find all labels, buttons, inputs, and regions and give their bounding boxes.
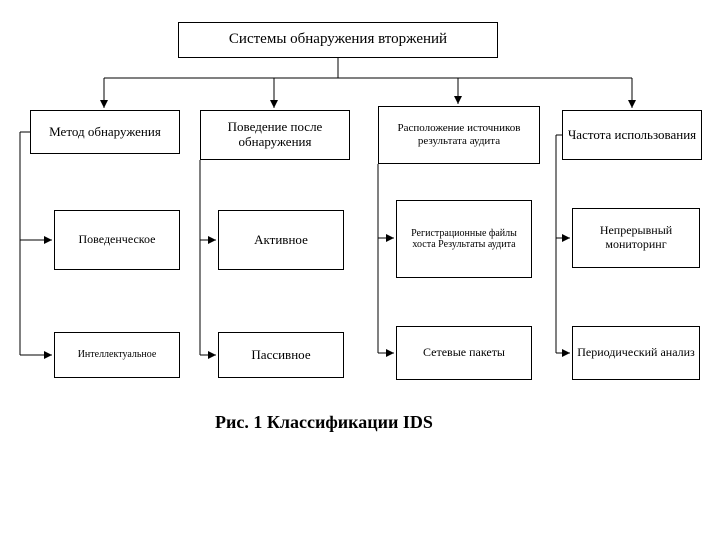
node-c3a: Регистрационные файлы хоста Результаты а… — [396, 200, 532, 278]
node-c4b: Периодический анализ — [572, 326, 700, 380]
label-c1b: Интеллектуальное — [78, 349, 157, 361]
node-c2b: Пассивное — [218, 332, 344, 378]
label-root: Системы обнаружения вторжений — [229, 31, 447, 48]
label-c4a: Непрерывный мониторинг — [577, 224, 695, 252]
node-cat4: Частота использования — [562, 110, 702, 160]
label-cat4: Частота использования — [568, 128, 696, 143]
label-cat1: Метод обнаружения — [49, 125, 161, 140]
label-c4b: Периодический анализ — [577, 346, 695, 360]
label-c2a: Активное — [254, 233, 308, 248]
node-cat3: Расположение источников результата аудит… — [378, 106, 540, 164]
label-c3a: Регистрационные файлы хоста Результаты а… — [401, 228, 527, 251]
caption-text: Рис. 1 Классификации IDS — [215, 412, 433, 432]
label-cat3: Расположение источников результата аудит… — [383, 122, 535, 147]
node-c1a: Поведенческое — [54, 210, 180, 270]
node-cat1: Метод обнаружения — [30, 110, 180, 154]
label-c3b: Сетевые пакеты — [423, 346, 505, 360]
figure-caption: Рис. 1 Классификации IDS — [215, 412, 433, 433]
node-cat2: Поведение после обнаружения — [200, 110, 350, 160]
label-c2b: Пассивное — [251, 348, 310, 363]
connectors — [0, 0, 720, 540]
label-c1a: Поведенческое — [79, 233, 156, 247]
node-c4a: Непрерывный мониторинг — [572, 208, 700, 268]
node-root: Системы обнаружения вторжений — [178, 22, 498, 58]
node-c1b: Интеллектуальное — [54, 332, 180, 378]
label-cat2: Поведение после обнаружения — [205, 120, 345, 150]
node-c3b: Сетевые пакеты — [396, 326, 532, 380]
node-c2a: Активное — [218, 210, 344, 270]
